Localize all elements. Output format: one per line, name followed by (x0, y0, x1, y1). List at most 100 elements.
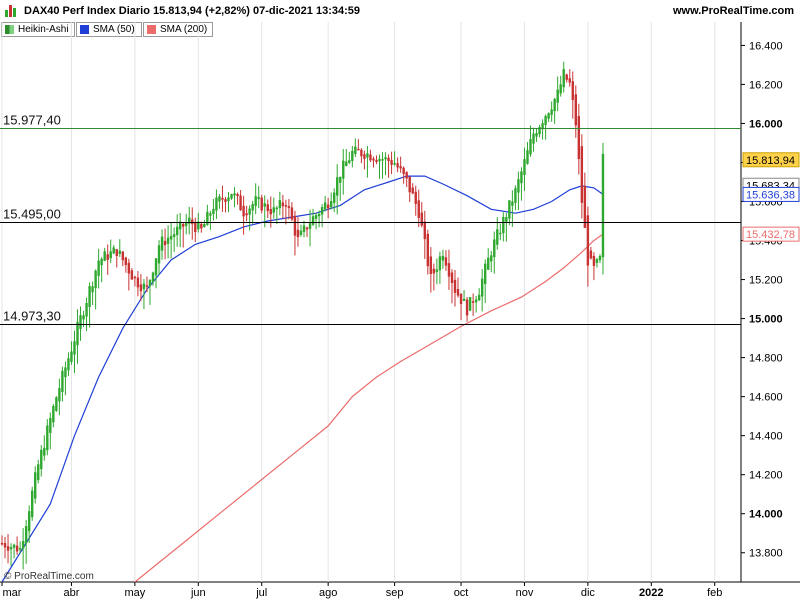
candle-body (151, 272, 155, 282)
candle-body (529, 139, 532, 155)
legend-sma50[interactable]: SMA (50) (76, 22, 142, 37)
xtick-label-nov: nov (516, 587, 534, 599)
legend-heikin-ashi[interactable]: Heikin-Ashi (1, 22, 75, 37)
candle-body (493, 239, 496, 258)
candle-body (175, 226, 179, 236)
candle-body (52, 405, 55, 423)
xtick-label-jun: jun (190, 587, 206, 599)
candle-body (348, 160, 351, 163)
candle-body (589, 250, 593, 259)
candle-body (408, 176, 411, 193)
candle-body (76, 321, 79, 346)
candle-body (79, 315, 82, 329)
candle-body (333, 192, 336, 203)
candle-body (396, 163, 399, 168)
level-label: 14.973,30 (3, 309, 61, 324)
ytick-label: 14.200 (749, 470, 783, 482)
candle-body (517, 179, 520, 193)
legend-label: Heikin-Ashi (18, 24, 69, 35)
ytick-label: 14.600 (749, 392, 783, 404)
candle-body (559, 84, 562, 94)
chart-title: DAX40 Perf Index Diario 15.813,94 (+2,82… (24, 5, 360, 17)
candle-body (239, 195, 242, 211)
candle-body (64, 367, 67, 378)
candle-body (172, 234, 176, 237)
price-tag-box (742, 186, 800, 202)
candle-body (290, 207, 294, 220)
candle-body (402, 167, 405, 175)
candle-body (366, 153, 369, 158)
candle-body (484, 263, 487, 285)
candle-body (375, 159, 378, 162)
sma50-swatch (80, 25, 89, 34)
candle-body (384, 157, 387, 160)
price-tag-label: 15.813,94 (746, 155, 795, 167)
candle-body (342, 160, 345, 179)
ytick-label: 14.400 (749, 431, 783, 443)
candle-body (21, 540, 25, 549)
candle-body (106, 254, 109, 260)
candle-body (553, 98, 556, 112)
xtick-label-may: may (124, 587, 145, 599)
candle-body (598, 255, 602, 261)
candle-body (438, 256, 442, 271)
candle-body (209, 213, 212, 216)
candle-body (357, 148, 360, 151)
candle-body (136, 277, 140, 288)
xtick-label-2022: 2022 (639, 587, 663, 599)
candlestick-icon (5, 5, 17, 17)
candle-body (317, 213, 321, 217)
plot-frame (0, 22, 800, 583)
sma50-line (1, 175, 604, 583)
candle-body (574, 94, 577, 126)
candle-body (221, 197, 224, 200)
candle-body (127, 262, 131, 274)
sma200-line (134, 233, 604, 583)
candle-body (6, 546, 10, 551)
xtick-label-oct: oct (454, 587, 469, 599)
candle-body (311, 216, 315, 225)
ytick-label: 14.800 (749, 353, 783, 365)
candle-body (272, 207, 275, 213)
grid (1, 22, 716, 582)
candle-body (320, 207, 324, 215)
candle-body (568, 78, 571, 83)
candle-body (88, 286, 91, 308)
candle-body (191, 219, 194, 225)
level-label: 15.977,40 (3, 113, 61, 128)
candle-body (227, 197, 230, 202)
candle-body (595, 259, 599, 263)
heikin-ashi-swatch (5, 25, 14, 34)
candle-body (508, 200, 511, 219)
candle-body (275, 207, 279, 210)
xtick-label-feb: feb (707, 587, 722, 599)
legend-label: SMA (200) (160, 24, 208, 35)
y-axis: 13.800 14.000 14.200 14.400 14.600 14.800 15.0… (741, 40, 783, 560)
candle-body (169, 235, 173, 240)
candle-body (429, 256, 433, 275)
candle-body (139, 284, 143, 292)
candle-body (468, 297, 472, 311)
candle-body (49, 417, 52, 433)
candle-body (541, 123, 544, 130)
candle-body (3, 543, 7, 548)
candle-body (505, 217, 508, 222)
site-link[interactable]: www.ProRealTime.com (672, 5, 794, 17)
price-tag-box (742, 226, 800, 242)
candle-body (185, 222, 188, 226)
candle-body (441, 255, 445, 261)
candle-body (417, 200, 420, 218)
candle-body (523, 159, 526, 175)
level-label: 15.495,00 (3, 207, 61, 222)
candle-body (166, 237, 170, 244)
candle-body (339, 176, 342, 183)
candle-body (109, 251, 112, 259)
candle-body (387, 157, 390, 162)
ytick-label: 15.200 (749, 275, 783, 287)
legend-sma200[interactable]: SMA (200) (143, 22, 213, 37)
candle-body (535, 133, 538, 137)
candle-body (248, 208, 251, 215)
legend-label: SMA (50) (93, 24, 135, 35)
